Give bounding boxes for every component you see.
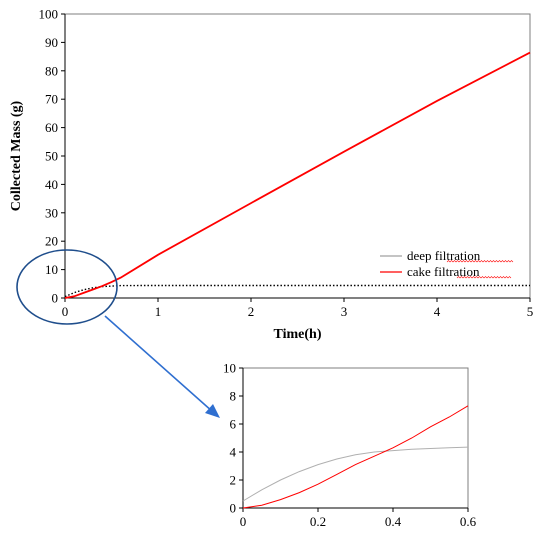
main-x-tick-label: 1 [155,304,162,319]
inset-x-tick-label: 0.2 [310,514,326,529]
main-x-tick-label: 3 [341,304,348,319]
main-x-tick-label: 5 [527,304,534,319]
inset-x-tick-label: 0.4 [385,514,402,529]
inset-y-tick-label: 6 [230,417,237,432]
inset-y-tick-label: 2 [230,473,237,488]
zoom-annotation [16,249,220,418]
main-y-tick-label: 30 [45,205,58,220]
inset-x-tick-label: 0.6 [460,514,477,529]
inset-chart: 0 2 4 6 8 10 0 0.2 0.4 0.6 [223,361,477,530]
inset-y-tick-label: 4 [230,445,237,460]
legend-entry-1: deep filtration [407,248,481,263]
zoom-arrow-head [205,404,220,418]
main-series-line-1 [64,284,530,298]
zoom-region-ellipse [16,249,118,325]
main-y-tick-label: 60 [45,120,58,135]
inset-plot-frame [242,367,469,509]
main-x-tick-label: 2 [248,304,255,319]
inset-series-line-2 [242,405,469,509]
main-y-tick-label: 100 [39,7,59,22]
inset-y-tick-label: 0 [230,501,237,516]
legend-entry-2: cake filtration [407,264,480,279]
main-chart: 0 10 20 30 40 50 60 70 80 90 100 0 1 2 3 4 5 Time(h) Colle… [9,7,533,343]
legend-spellcheck-underline [456,276,512,279]
main-y-tick-label: 40 [45,177,58,192]
main-y-tick-label: 50 [45,149,58,164]
main-y-tick-label: 20 [45,234,58,249]
main-y-tick-label: 70 [45,92,58,107]
main-x-tick-label: 0 [62,304,69,319]
main-y-tick-label: 0 [52,291,59,306]
inset-y-tick-label: 8 [230,389,237,404]
main-y-tick-label: 80 [45,63,58,78]
legend-spellcheck-underline [446,260,514,263]
main-y-tick-label: 10 [45,262,58,277]
zoom-arrow-shaft [104,315,214,413]
main-x-axis-label: Time(h) [274,327,322,342]
inset-y-tick-label: 10 [223,361,236,376]
main-y-tick-label: 90 [45,35,58,50]
inset-series-line-1 [242,446,469,502]
main-y-axis-label: Collected Mass (g) [9,100,24,211]
main-x-tick-label: 4 [434,304,441,319]
inset-x-tick-label: 0 [240,514,247,529]
